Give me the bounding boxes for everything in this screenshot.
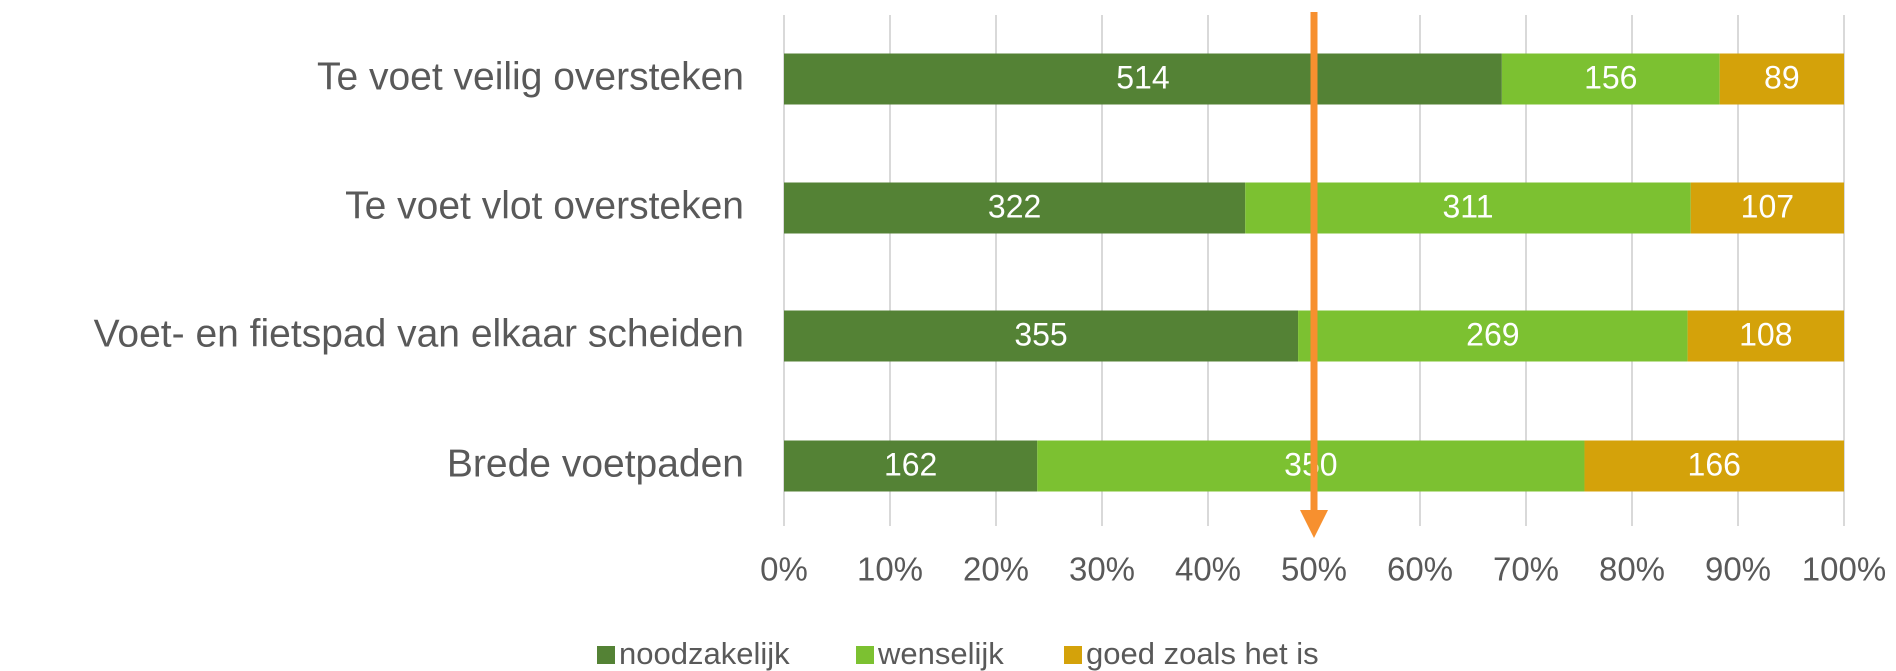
category-label: Brede voetpaden (447, 442, 744, 485)
category-label: Voet- en fietspad van elkaar scheiden (94, 312, 744, 355)
x-tick-label: 30% (1069, 551, 1135, 588)
data-label: 322 (988, 188, 1041, 224)
category-label: Te voet veilig oversteken (317, 55, 744, 98)
bar-segment (1501, 53, 1720, 105)
bar-segment (1687, 310, 1844, 362)
data-label: 156 (1584, 59, 1637, 95)
data-label: 269 (1466, 316, 1519, 352)
data-label: 355 (1014, 316, 1067, 352)
legend-swatch (1064, 646, 1082, 664)
data-label: 108 (1739, 316, 1792, 352)
x-tick-label: 100% (1802, 551, 1886, 588)
x-tick-label: 20% (963, 551, 1029, 588)
bar-segment (784, 182, 1246, 234)
data-label: 107 (1741, 188, 1794, 224)
x-tick-label: 90% (1705, 551, 1771, 588)
category-label: Te voet vlot oversteken (345, 184, 744, 227)
bar-segment (1298, 310, 1688, 362)
x-tick-label: 80% (1599, 551, 1665, 588)
legend-swatch (597, 646, 615, 664)
data-label: 162 (884, 446, 937, 482)
bar-segment (784, 440, 1038, 492)
data-label: 514 (1116, 59, 1169, 95)
arrow-head (1300, 510, 1328, 538)
bar-segment (784, 53, 1502, 105)
legend-label: noodzakelijk (619, 636, 790, 671)
bar-segment (1690, 182, 1844, 234)
x-tick-label: 70% (1493, 551, 1559, 588)
x-tick-label: 50% (1281, 551, 1347, 588)
x-tick-label: 10% (857, 551, 923, 588)
bar-segment (784, 310, 1299, 362)
data-label: 311 (1442, 188, 1493, 224)
data-label: 166 (1688, 446, 1741, 482)
data-label: 89 (1764, 59, 1800, 95)
x-tick-label: 60% (1387, 551, 1453, 588)
legend-swatch (856, 646, 874, 664)
bar-segment (1719, 53, 1844, 105)
legend-label: wenselijk (877, 636, 1004, 671)
x-tick-label: 0% (760, 551, 808, 588)
bar-segment (1245, 182, 1691, 234)
legend-label: goed zoals het is (1086, 636, 1319, 671)
bar-segment (1584, 440, 1844, 492)
x-tick-label: 40% (1175, 551, 1241, 588)
